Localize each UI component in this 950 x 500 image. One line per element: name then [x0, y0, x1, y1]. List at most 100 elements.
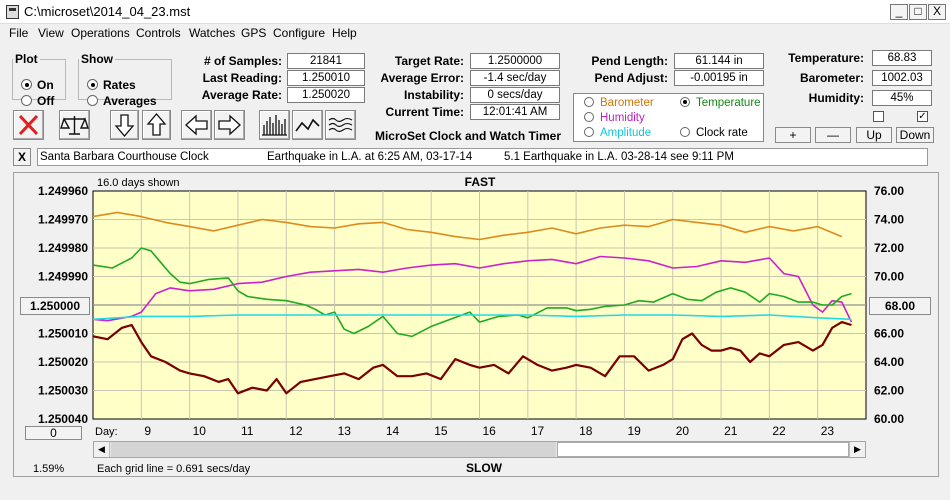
right-tick-label: 66.00: [874, 327, 904, 341]
radio-empty-icon: [680, 127, 690, 137]
scroll-track[interactable]: [111, 442, 556, 457]
arrow-down-icon: [114, 114, 135, 138]
wave-graph-button[interactable]: [325, 110, 356, 140]
humidity-value: 45%: [872, 90, 932, 106]
series-line-1: [92, 255, 853, 323]
arrow-left-icon: [185, 114, 208, 136]
x-tick-label: 18: [579, 424, 593, 438]
chart-scrollbar[interactable]: ◀ ▶: [93, 441, 866, 458]
left-tick-label: 1.249990: [38, 270, 88, 284]
radio-empty-icon: [584, 97, 594, 107]
offset-button[interactable]: 0: [25, 426, 82, 440]
x-tick-label: 23: [821, 424, 835, 438]
menu-watches[interactable]: Watches: [189, 26, 236, 40]
notes-close-button[interactable]: X: [13, 148, 31, 166]
instability-value: 0 secs/day: [470, 87, 560, 103]
sensor-humidity-radio[interactable]: Humidity: [584, 112, 645, 124]
menu-operations[interactable]: Operations: [71, 26, 130, 40]
day-label: Day:: [95, 426, 118, 438]
left-checkbox[interactable]: [873, 111, 884, 122]
temperature-value: 68.83: [872, 50, 932, 66]
right-tick-label: 76.00: [874, 184, 904, 198]
radio-empty-icon: [21, 95, 32, 106]
average-error-value: -1.4 sec/day: [470, 70, 560, 86]
sensor-temperature-radio[interactable]: Temperature: [680, 97, 761, 109]
x-tick-label: 22: [772, 424, 786, 438]
samples-value: 21841: [287, 53, 365, 69]
left-tick-label: 1.250010: [38, 327, 88, 341]
menu-gps[interactable]: GPS: [241, 26, 267, 40]
menu-file[interactable]: File: [9, 26, 29, 40]
arrow-up-icon: [146, 112, 167, 136]
pend-adjust-label: Pend Adjust:: [594, 71, 668, 85]
sensor-amplitude-radio[interactable]: Amplitude: [584, 127, 651, 139]
x-tick-label: 14: [386, 424, 400, 438]
title-bar: C:\microset\2014_04_23.mst _ □ X: [0, 0, 950, 24]
menu-configure[interactable]: Configure: [273, 26, 326, 40]
last-reading-value: 1.250010: [287, 70, 365, 86]
sensor-barometer-radio[interactable]: Barometer: [584, 97, 654, 109]
right-tick-label: 70.00: [874, 270, 904, 284]
menu-help[interactable]: Help: [332, 26, 357, 40]
left-tick-label: 1.249960: [38, 184, 88, 198]
x-tick-label: 15: [434, 424, 448, 438]
left-tick-label: 1.249980: [38, 241, 88, 255]
pend-length-label: Pend Length:: [591, 54, 668, 68]
left-axis: 1.249960 1.249970 1.249980 1.249990 1.250010…: [38, 184, 88, 426]
average-rate-value: 1.250020: [287, 87, 365, 103]
center-rate-button[interactable]: 1.250000: [20, 297, 90, 315]
plus-button[interactable]: +: [775, 127, 811, 143]
menu-controls[interactable]: Controls: [136, 26, 181, 40]
close-window-button[interactable]: X: [928, 4, 946, 20]
minimize-button[interactable]: _: [890, 4, 908, 20]
show-group: Show Rates Averages: [78, 52, 172, 108]
temperature-label: Temperature:: [788, 51, 864, 65]
show-averages-radio[interactable]: Averages: [87, 94, 157, 108]
arrow-right-button[interactable]: [214, 110, 245, 140]
scroll-thumb[interactable]: [557, 442, 849, 457]
x-tick-label: 17: [531, 424, 545, 438]
series-line-2: [92, 247, 852, 338]
plot-off-radio[interactable]: Off: [21, 94, 54, 108]
right-tick-label: 64.00: [874, 355, 904, 369]
line-graph-icon: [295, 118, 320, 132]
stop-button[interactable]: [13, 110, 44, 140]
minus-button[interactable]: —: [815, 127, 851, 143]
slow-label: SLOW: [466, 461, 503, 475]
maximize-button[interactable]: □: [909, 4, 927, 20]
arrow-up-button[interactable]: [142, 110, 171, 140]
histogram-button[interactable]: [259, 110, 290, 140]
x-axis: 9 10 11 12 13 14 15 16 17 18 19 20 21 22 23: [144, 424, 834, 438]
balance-button[interactable]: [59, 110, 90, 140]
scroll-left-icon[interactable]: ◀: [94, 442, 110, 457]
humidity-label: Humidity:: [808, 91, 864, 105]
center-temp-button[interactable]: 68.00: [869, 297, 931, 315]
x-tick-label: 11: [241, 424, 254, 438]
left-tick-label: 1.249970: [38, 213, 88, 227]
menu-view[interactable]: View: [38, 26, 64, 40]
scroll-right-icon[interactable]: ▶: [849, 442, 865, 457]
window-title: C:\microset\2014_04_23.mst: [24, 4, 191, 19]
barometer-value: 1002.03: [872, 70, 932, 86]
notes-field[interactable]: Santa Barbara Courthouse Clock Earthquak…: [37, 148, 928, 166]
arrow-left-button[interactable]: [181, 110, 212, 140]
right-checkbox[interactable]: ✓: [917, 111, 928, 122]
grid-note-label: Each grid line = 0.691 secs/day: [97, 463, 251, 475]
down-button[interactable]: Down: [896, 127, 934, 143]
show-rates-radio[interactable]: Rates: [87, 78, 136, 92]
right-tick-label: 60.00: [874, 412, 904, 426]
sensor-clockrate-radio[interactable]: Clock rate: [680, 127, 748, 139]
series-line-4: [92, 321, 852, 395]
line-graph-button[interactable]: [292, 110, 323, 140]
up-button[interactable]: Up: [856, 127, 892, 143]
radio-checked-icon: [680, 97, 690, 107]
menu-bar: File View Operations Controls Watches GP…: [0, 24, 950, 44]
plot-on-radio[interactable]: On: [21, 78, 54, 92]
app-icon[interactable]: [6, 5, 19, 19]
red-x-icon: [18, 114, 39, 136]
right-axis: 76.00 74.00 72.00 70.00 66.00 64.00 62.00 60.00: [874, 184, 904, 426]
grid-lines: [93, 191, 866, 419]
left-tick-label: 1.250030: [38, 384, 88, 398]
arrow-down-button[interactable]: [110, 110, 139, 140]
